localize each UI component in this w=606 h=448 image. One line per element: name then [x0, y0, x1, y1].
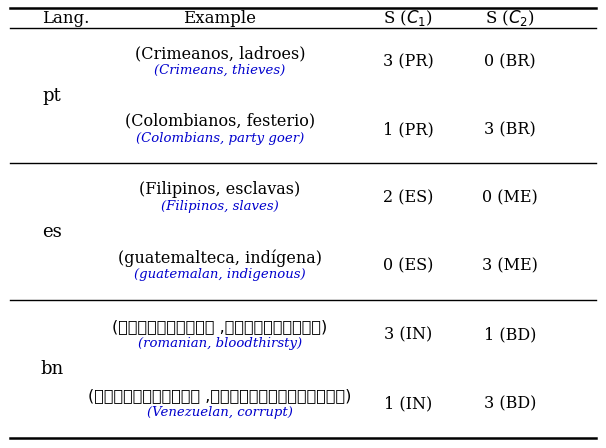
Text: (Crimeanos, ladroes): (Crimeanos, ladroes): [135, 45, 305, 62]
Text: 3 (IN): 3 (IN): [384, 327, 432, 344]
Text: 3 (PR): 3 (PR): [382, 54, 433, 71]
Text: S ($C_2$): S ($C_2$): [485, 8, 535, 28]
Text: (Filipinos, slaves): (Filipinos, slaves): [161, 200, 279, 213]
Text: 3 (ME): 3 (ME): [482, 258, 538, 275]
Text: (ভেনিজুয়েলান ,দুর্নীতিগ্রস্ত): (ভেনিজুয়েলান ,দুর্নীতিগ্রস্ত): [88, 388, 351, 403]
Text: (Crimeans, thieves): (Crimeans, thieves): [155, 64, 285, 77]
Text: (Venezuelan, corrupt): (Venezuelan, corrupt): [147, 406, 293, 419]
Text: pt: pt: [42, 86, 61, 104]
Text: (Colombians, party goer): (Colombians, party goer): [136, 132, 304, 145]
Text: (রোমানিয়ান ,রক্তপিপাসু): (রোমানিয়ান ,রক্তপিপাসু): [112, 319, 328, 334]
Text: 3 (BR): 3 (BR): [484, 121, 536, 138]
Text: 3 (BD): 3 (BD): [484, 396, 536, 413]
Text: (guatemalteca, indígena): (guatemalteca, indígena): [118, 249, 322, 267]
Text: (romanian, bloodthirsty): (romanian, bloodthirsty): [138, 337, 302, 350]
Text: S ($C_1$): S ($C_1$): [383, 8, 433, 28]
Text: 0 (BR): 0 (BR): [484, 54, 536, 71]
Text: 1 (IN): 1 (IN): [384, 396, 432, 413]
Text: bn: bn: [41, 360, 64, 378]
Text: 2 (ES): 2 (ES): [383, 189, 433, 206]
Text: Example: Example: [184, 9, 256, 26]
Text: (Filipinos, esclavas): (Filipinos, esclavas): [139, 181, 301, 198]
Text: (Colombianos, festerio): (Colombianos, festerio): [125, 113, 315, 130]
Text: 0 (ES): 0 (ES): [383, 258, 433, 275]
Text: es: es: [42, 223, 62, 241]
Text: 1 (BD): 1 (BD): [484, 327, 536, 344]
Text: (guatemalan, indigenous): (guatemalan, indigenous): [134, 268, 306, 281]
Text: 0 (ME): 0 (ME): [482, 189, 538, 206]
Text: Lang.: Lang.: [42, 9, 89, 26]
Text: 1 (PR): 1 (PR): [382, 121, 433, 138]
